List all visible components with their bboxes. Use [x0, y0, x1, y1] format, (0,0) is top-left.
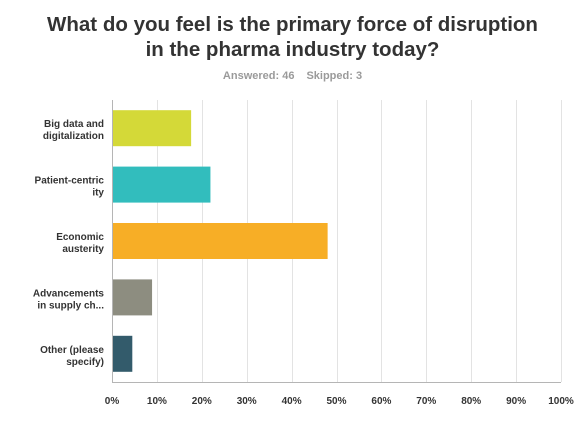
category-label: Other (please specify) [40, 345, 104, 368]
bar [113, 335, 133, 372]
x-tick-label: 100% [548, 396, 574, 407]
category-label: Advancements in supply ch... [33, 288, 105, 311]
x-tick-label: 90% [506, 396, 526, 407]
skipped-count: Skipped: 3 [306, 70, 363, 82]
x-tick-label: 60% [371, 396, 391, 407]
bar [113, 110, 192, 147]
x-tick-label: 30% [237, 396, 257, 407]
x-tick-label: 80% [461, 396, 481, 407]
response-summary: Answered: 46 Skipped: 3 [0, 70, 585, 82]
bar [113, 223, 328, 259]
category-label: Patient-centric ity [35, 176, 105, 199]
x-tick-label: 40% [282, 396, 302, 407]
bar [113, 279, 153, 316]
x-tick-label: 70% [416, 396, 436, 407]
category-label: Big data and digitalization [43, 119, 104, 142]
x-tick-label: 0% [105, 396, 120, 407]
chart-title: What do you feel is the primary force of… [47, 13, 538, 61]
x-tick-label: 20% [192, 396, 212, 407]
category-label: Economic austerity [56, 232, 104, 255]
x-tick-label: 50% [326, 396, 346, 407]
answered-count: Answered: 46 [222, 70, 295, 82]
bar [113, 166, 211, 203]
x-tick-label: 10% [147, 396, 167, 407]
